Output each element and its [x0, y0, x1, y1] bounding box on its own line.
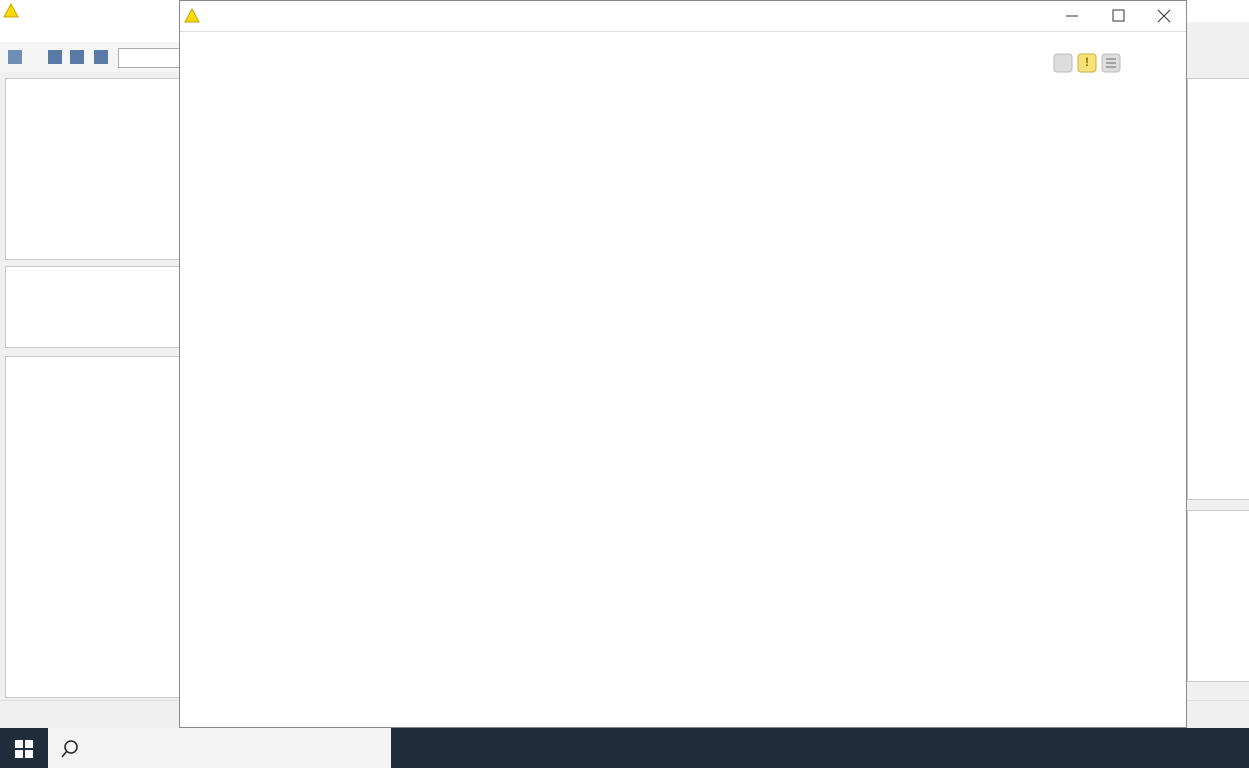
close-button[interactable]: [1157, 9, 1171, 23]
chart-window: [179, 0, 1187, 728]
maximize-button[interactable]: [1112, 9, 1125, 22]
menu-icon: [1106, 58, 1116, 68]
coach-panel: [5, 266, 181, 348]
chart: !: [1053, 53, 1121, 73]
tool-icon: [48, 50, 62, 64]
tool-icon: [70, 50, 84, 64]
taskbar: [0, 728, 1249, 768]
tool-icon: [94, 50, 108, 64]
warning-icon: !: [1085, 55, 1089, 69]
search-box[interactable]: [48, 728, 391, 768]
toolbar: [0, 42, 180, 72]
fullscreen-button[interactable]: [1053, 53, 1073, 73]
window-controls: [1066, 9, 1171, 23]
menu-bar: [0, 22, 180, 42]
zoom-box[interactable]: [118, 48, 180, 68]
search-icon: [61, 740, 78, 758]
app-icon: [3, 3, 19, 18]
explorer-panel: [5, 78, 181, 260]
toolbar-icons: [8, 48, 108, 66]
window-icon: [184, 8, 200, 23]
tool-icon: [8, 50, 22, 64]
start-button[interactable]: [14, 739, 34, 759]
console-panel: [1187, 510, 1249, 682]
repository-panel: [5, 356, 181, 698]
warning-button[interactable]: [1077, 53, 1097, 73]
description-panel: [1187, 78, 1249, 500]
window-title-bar: [180, 1, 1186, 32]
